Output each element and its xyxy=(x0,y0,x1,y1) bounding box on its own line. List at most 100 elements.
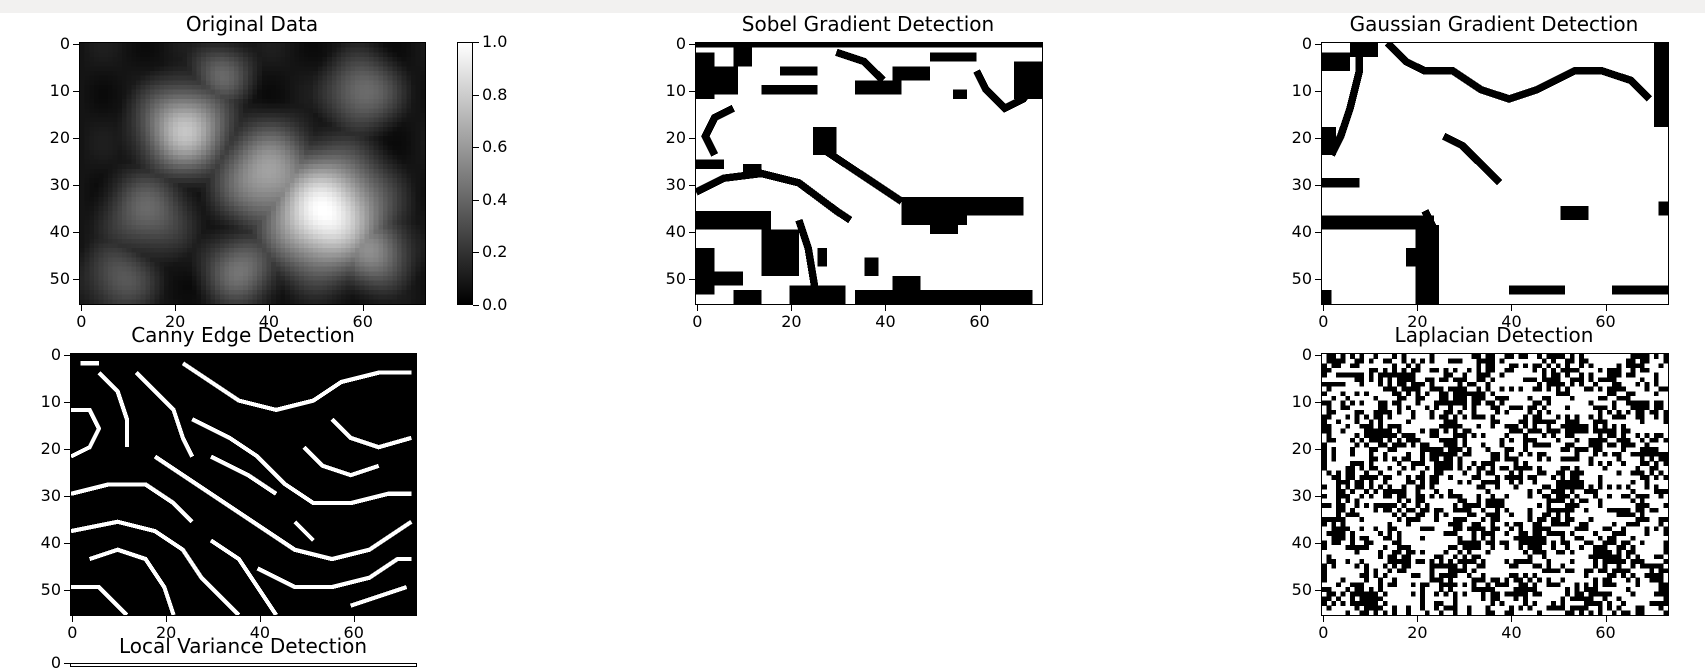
heatmap-cell xyxy=(150,118,155,123)
colorbar xyxy=(457,42,473,305)
heatmap-cell xyxy=(1369,438,1374,443)
heatmap-cell xyxy=(411,276,416,281)
heatmap-cell xyxy=(402,248,407,253)
heatmap-cell xyxy=(206,48,211,53)
heatmap-cell xyxy=(406,94,411,99)
heatmap-cell xyxy=(178,160,183,165)
heatmap-cell xyxy=(392,234,397,239)
heatmap-cell xyxy=(234,90,239,95)
heatmap-cell xyxy=(402,239,407,244)
heatmap-cell xyxy=(248,234,253,239)
heatmap-cell xyxy=(127,174,132,179)
heatmap-cell xyxy=(253,285,258,290)
heatmap-cell xyxy=(80,108,85,113)
heatmap-cell xyxy=(257,257,262,262)
heatmap-cell xyxy=(1570,354,1575,359)
heatmap-cell xyxy=(155,285,160,290)
heatmap-cell xyxy=(220,146,225,151)
heatmap-cell xyxy=(145,262,150,267)
heatmap-cell xyxy=(336,43,341,48)
heatmap-cell xyxy=(336,262,341,267)
heatmap-cell xyxy=(360,262,365,267)
heatmap-cell xyxy=(285,76,290,81)
heatmap-cell xyxy=(183,155,188,160)
heatmap-cell xyxy=(206,187,211,192)
heatmap-cell xyxy=(355,113,360,118)
heatmap-cell xyxy=(239,76,244,81)
heatmap-cell xyxy=(1355,443,1360,448)
heatmap-cell xyxy=(327,85,332,90)
heatmap-cell xyxy=(294,141,299,146)
heatmap-cell xyxy=(131,211,136,216)
heatmap-cell xyxy=(183,150,188,155)
heatmap-cell xyxy=(299,234,304,239)
heatmap-cell xyxy=(206,62,211,67)
heatmap-cell xyxy=(150,257,155,262)
heatmap-cell xyxy=(341,192,346,197)
heatmap-cell xyxy=(1434,429,1439,434)
heatmap-cell xyxy=(225,192,230,197)
heatmap-cell xyxy=(397,295,402,300)
heatmap-cell xyxy=(164,271,169,276)
heatmap-cell xyxy=(197,48,202,53)
heatmap-cell xyxy=(89,99,94,104)
heatmap-cell xyxy=(122,132,127,137)
heatmap-cell xyxy=(1444,368,1449,373)
heatmap-cell xyxy=(327,211,332,216)
heatmap-cell xyxy=(374,197,379,202)
heatmap-cell xyxy=(378,48,383,53)
heatmap-cell xyxy=(136,215,141,220)
heatmap-cell xyxy=(253,257,258,262)
heatmap-cell xyxy=(183,262,188,267)
heatmap-cell xyxy=(206,229,211,234)
heatmap-cell xyxy=(183,160,188,165)
heatmap-cell xyxy=(308,66,313,71)
heatmap-cell xyxy=(1434,368,1439,373)
colorbar-tick-mark xyxy=(473,147,479,148)
heatmap-cell xyxy=(1570,377,1575,382)
heatmap-cell xyxy=(89,276,94,281)
heatmap-cell xyxy=(360,155,365,160)
heatmap-cell xyxy=(346,76,351,81)
heatmap-cell xyxy=(201,174,206,179)
heatmap-cell xyxy=(127,285,132,290)
heatmap-cell xyxy=(99,155,104,160)
heatmap-cell xyxy=(378,164,383,169)
heatmap-cell xyxy=(350,257,355,262)
heatmap-cell xyxy=(122,234,127,239)
heatmap-cell xyxy=(322,295,327,300)
heatmap-cell xyxy=(201,71,206,76)
heatmap-cell xyxy=(141,299,146,304)
heatmap-cell xyxy=(1448,405,1453,410)
heatmap-cell xyxy=(1654,373,1659,378)
heatmap-cell xyxy=(1546,410,1551,415)
heatmap-cell xyxy=(136,127,141,132)
heatmap-cell xyxy=(1551,382,1556,387)
heatmap-cell xyxy=(248,160,253,165)
heatmap-cell xyxy=(164,276,169,281)
heatmap-cell xyxy=(1546,443,1551,448)
heatmap-cell xyxy=(1551,433,1556,438)
heatmap-cell xyxy=(299,243,304,248)
heatmap-cell xyxy=(187,225,192,230)
heatmap-cell xyxy=(355,253,360,258)
heatmap-cell xyxy=(392,178,397,183)
heatmap-cell xyxy=(1645,359,1650,364)
x-tick-label: 40 xyxy=(875,314,895,330)
heatmap-cell xyxy=(332,239,337,244)
heatmap-cell xyxy=(117,141,122,146)
heatmap-cell xyxy=(271,248,276,253)
heatmap-cell xyxy=(332,295,337,300)
heatmap-cell xyxy=(150,271,155,276)
heatmap-cell xyxy=(187,174,192,179)
heatmap-cell xyxy=(383,206,388,211)
heatmap-cell xyxy=(378,197,383,202)
heatmap-cell xyxy=(234,271,239,276)
heatmap-cell xyxy=(89,183,94,188)
heatmap-cell xyxy=(248,90,253,95)
heatmap-cell xyxy=(225,113,230,118)
heatmap-cell xyxy=(397,271,402,276)
heatmap-cell xyxy=(201,108,206,113)
heatmap-cell xyxy=(99,99,104,104)
heatmap-cell xyxy=(253,160,258,165)
